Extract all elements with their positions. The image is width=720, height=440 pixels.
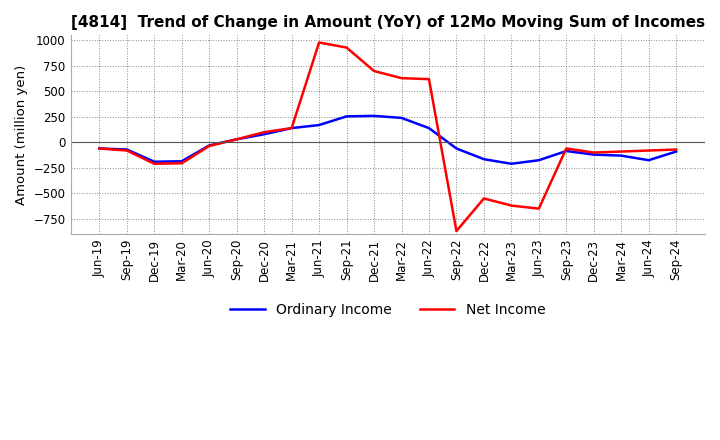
Net Income	[205, 143, 214, 149]
Net Income	[590, 150, 598, 155]
Net Income	[315, 40, 323, 45]
Ordinary Income	[233, 137, 241, 142]
Net Income	[287, 125, 296, 131]
Ordinary Income	[315, 122, 323, 128]
Ordinary Income	[617, 153, 626, 158]
Net Income	[672, 147, 680, 152]
Ordinary Income	[150, 159, 158, 165]
Ordinary Income	[534, 158, 543, 163]
Ordinary Income	[205, 143, 214, 148]
Net Income	[617, 149, 626, 154]
Line: Net Income: Net Income	[99, 43, 676, 231]
Ordinary Income	[95, 146, 104, 151]
Ordinary Income	[507, 161, 516, 166]
Ordinary Income	[122, 147, 131, 152]
Net Income	[397, 76, 406, 81]
Ordinary Income	[342, 114, 351, 119]
Net Income	[95, 146, 104, 151]
Net Income	[534, 206, 543, 211]
Net Income	[644, 148, 653, 153]
Net Income	[260, 129, 269, 135]
Ordinary Income	[590, 152, 598, 157]
Net Income	[369, 68, 378, 73]
Ordinary Income	[452, 146, 461, 151]
Ordinary Income	[177, 158, 186, 164]
Line: Ordinary Income: Ordinary Income	[99, 116, 676, 164]
Net Income	[480, 196, 488, 201]
Y-axis label: Amount (million yen): Amount (million yen)	[15, 65, 28, 205]
Net Income	[425, 77, 433, 82]
Net Income	[562, 146, 571, 151]
Title: [4814]  Trend of Change in Amount (YoY) of 12Mo Moving Sum of Incomes: [4814] Trend of Change in Amount (YoY) o…	[71, 15, 705, 30]
Ordinary Income	[644, 158, 653, 163]
Net Income	[233, 137, 241, 142]
Legend: Ordinary Income, Net Income: Ordinary Income, Net Income	[225, 297, 551, 323]
Ordinary Income	[562, 148, 571, 154]
Ordinary Income	[260, 132, 269, 137]
Net Income	[507, 203, 516, 208]
Net Income	[150, 161, 158, 166]
Ordinary Income	[425, 125, 433, 131]
Ordinary Income	[480, 157, 488, 162]
Ordinary Income	[287, 125, 296, 131]
Ordinary Income	[672, 149, 680, 154]
Net Income	[177, 161, 186, 166]
Net Income	[452, 228, 461, 234]
Net Income	[342, 45, 351, 50]
Ordinary Income	[369, 113, 378, 118]
Ordinary Income	[397, 115, 406, 121]
Net Income	[122, 148, 131, 153]
